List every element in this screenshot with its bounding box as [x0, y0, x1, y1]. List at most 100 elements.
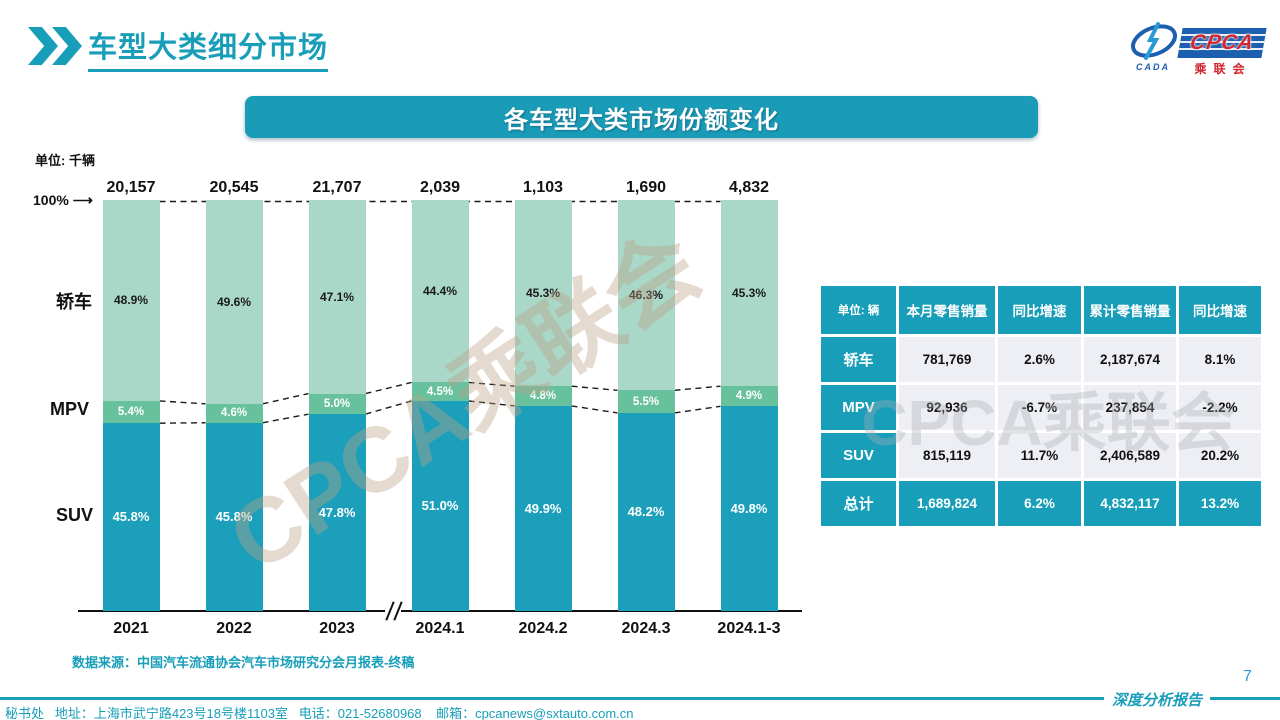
segment-SUV-2024.3: 48.2% — [617, 412, 675, 611]
segment-value-label: 4.5% — [426, 385, 454, 398]
segment-轿车-2023: 47.1% — [308, 200, 366, 394]
segment-value-label: 4.9% — [735, 390, 763, 403]
segment-value-label: 44.4% — [422, 284, 458, 299]
segment-轿车-2024.1-3: 45.3% — [720, 200, 778, 387]
table-cell: 4,832,117 — [1084, 481, 1176, 526]
bar-2023: 21,707 47.1% 5.0% 47.8% 2023 — [308, 179, 366, 637]
logo-cn-name: 乘联会 — [1194, 62, 1252, 76]
segment-value-label: 51.0% — [421, 498, 459, 514]
x-axis-label-2024.3: 2024.3 — [621, 620, 671, 637]
x-axis-label-2022: 2022 — [216, 620, 252, 637]
segment-轿车-2022: 49.6% — [205, 200, 263, 404]
table-cell: 2,187,674 — [1084, 337, 1176, 382]
segment-轿车-2024.1: 44.4% — [411, 200, 469, 383]
bar-2021: 20,157 48.9% 5.4% 45.8% 2021 — [102, 179, 160, 637]
table-row-轿车: 轿车 781,769 2.6% 2,187,674 8.1% — [821, 337, 1261, 382]
x-axis-label-2024.1: 2024.1 — [415, 620, 465, 637]
page-number: 7 — [1243, 668, 1252, 685]
segment-轿车-2021: 48.9% — [102, 200, 160, 401]
bar-2024.3: 1,690 46.3% 5.5% 48.2% 2024.3 — [617, 179, 675, 637]
table-cell: 13.2% — [1179, 481, 1261, 526]
table-cell: 11.7% — [998, 433, 1081, 478]
segment-轿车-2024.2: 45.3% — [514, 200, 572, 387]
table-cell: -6.7% — [998, 385, 1081, 430]
row-label: 总计 — [821, 481, 896, 526]
footer-contact: 秘书处 地址：上海市武宁路423号18号楼1103室 电话：021-526809… — [5, 706, 634, 720]
x-axis-label-2023: 2023 — [319, 620, 355, 637]
legend-suv: SUV — [56, 505, 94, 525]
right-arrow-icon: ⟶ — [72, 192, 93, 208]
segment-value-label: 4.8% — [529, 390, 557, 403]
table-cell: 6.2% — [998, 481, 1081, 526]
table-cell: 781,769 — [899, 337, 995, 382]
segment-value-label: 4.6% — [220, 407, 248, 420]
logo-cada-text: CADA — [1136, 62, 1170, 72]
bar-total-label: 1,690 — [625, 179, 667, 196]
bar-2024.1: 2,039 44.4% 4.5% 51.0% 2024.1 — [411, 179, 469, 637]
double-chevron-icon — [28, 27, 84, 65]
segment-value-label: 45.8% — [215, 509, 253, 525]
bar-total-label: 4,832 — [728, 179, 770, 196]
segment-SUV-2024.2: 49.9% — [514, 405, 572, 611]
legend-mpv: MPV — [50, 399, 90, 419]
segment-value-label: 5.0% — [323, 397, 351, 410]
col-cum-yoy-growth: 同比增速 — [1179, 286, 1261, 334]
segment-SUV-2024.1-3: 49.8% — [720, 406, 778, 611]
logo-emblem-icon — [1131, 22, 1177, 60]
segment-value-label: 45.3% — [525, 286, 561, 301]
table-cell: 2.6% — [998, 337, 1081, 382]
report-type-label: 深度分析报告 — [1104, 689, 1211, 710]
segment-value-label: 47.8% — [318, 504, 356, 520]
axis-break-icon — [383, 601, 405, 621]
segment-value-label: 48.2% — [627, 504, 665, 520]
segment-SUV-2021: 45.8% — [102, 422, 160, 612]
segment-MPV-2023: 5.0% — [308, 393, 366, 415]
segment-value-label: 49.8% — [730, 501, 768, 517]
col-month-retail: 本月零售销量 — [899, 286, 995, 334]
legend-sedan: 轿车 — [56, 292, 92, 312]
table-cell: 20.2% — [1179, 433, 1261, 478]
col-cum-retail: 累计零售销量 — [1084, 286, 1176, 334]
segment-SUV-2024.1: 51.0% — [411, 400, 469, 611]
footer-divider — [0, 697, 1280, 700]
segment-value-label: 49.9% — [524, 500, 562, 516]
segment-value-label: 48.9% — [113, 293, 149, 308]
segment-MPV-2024.2: 4.8% — [514, 386, 572, 406]
table-cell: 815,119 — [899, 433, 995, 478]
bar-total-label: 20,157 — [106, 179, 156, 196]
segment-MPV-2021: 5.4% — [102, 400, 160, 423]
bar-total-label: 2,039 — [419, 179, 461, 196]
table-unit-header: 单位: 辆 — [821, 286, 896, 334]
bar-total-label: 1,103 — [522, 179, 564, 196]
logo-acronym: CPCA — [1188, 31, 1256, 54]
table-header-row: 单位: 辆 本月零售销量 同比增速 累计零售销量 同比增速 — [821, 286, 1261, 334]
x-axis-label-2024.2: 2024.2 — [518, 620, 568, 637]
cpca-logo: CADA CPCA 乘联会 — [1128, 20, 1268, 78]
col-yoy-growth: 同比增速 — [998, 286, 1081, 334]
page-title: 车型大类细分市场 — [88, 24, 329, 72]
segment-value-label: 5.4% — [117, 405, 145, 418]
section-banner: 各车型大类市场份额变化 — [245, 96, 1038, 138]
bar-total-label: 20,545 — [209, 179, 259, 196]
retail-stats-table: 单位: 辆 本月零售销量 同比增速 累计零售销量 同比增速 轿车 781,769 2… — [818, 283, 1264, 529]
segment-SUV-2022: 45.8% — [205, 422, 263, 611]
row-label: MPV — [821, 385, 896, 430]
segment-MPV-2022: 4.6% — [205, 403, 263, 423]
chart-plot: 20,157 48.9% 5.4% 45.8% 2021 20,545 49.6% 4.6% 4… — [80, 179, 802, 637]
table-cell: 8.1% — [1179, 337, 1261, 382]
table-cell: -2.2% — [1179, 385, 1261, 430]
segment-value-label: 45.3% — [731, 286, 767, 301]
segment-MPV-2024.1-3: 4.9% — [720, 386, 778, 407]
banner-title: 各车型大类市场份额变化 — [504, 106, 779, 134]
x-axis-label-2024.1-3: 2024.1-3 — [717, 620, 781, 637]
data-source-note: 数据来源：中国汽车流通协会汽车市场研究分会月报表-终稿 — [72, 655, 415, 670]
segment-value-label: 49.6% — [216, 294, 252, 309]
segment-value-label: 45.8% — [112, 509, 150, 525]
bar-2024.2: 1,103 45.3% 4.8% 49.9% 2024.2 — [514, 179, 572, 637]
x-axis-line — [78, 610, 802, 612]
segment-MPV-2024.1: 4.5% — [411, 382, 469, 401]
segment-SUV-2023: 47.8% — [308, 414, 366, 611]
segment-MPV-2024.3: 5.5% — [617, 390, 675, 413]
bar-total-label: 21,707 — [312, 179, 362, 196]
